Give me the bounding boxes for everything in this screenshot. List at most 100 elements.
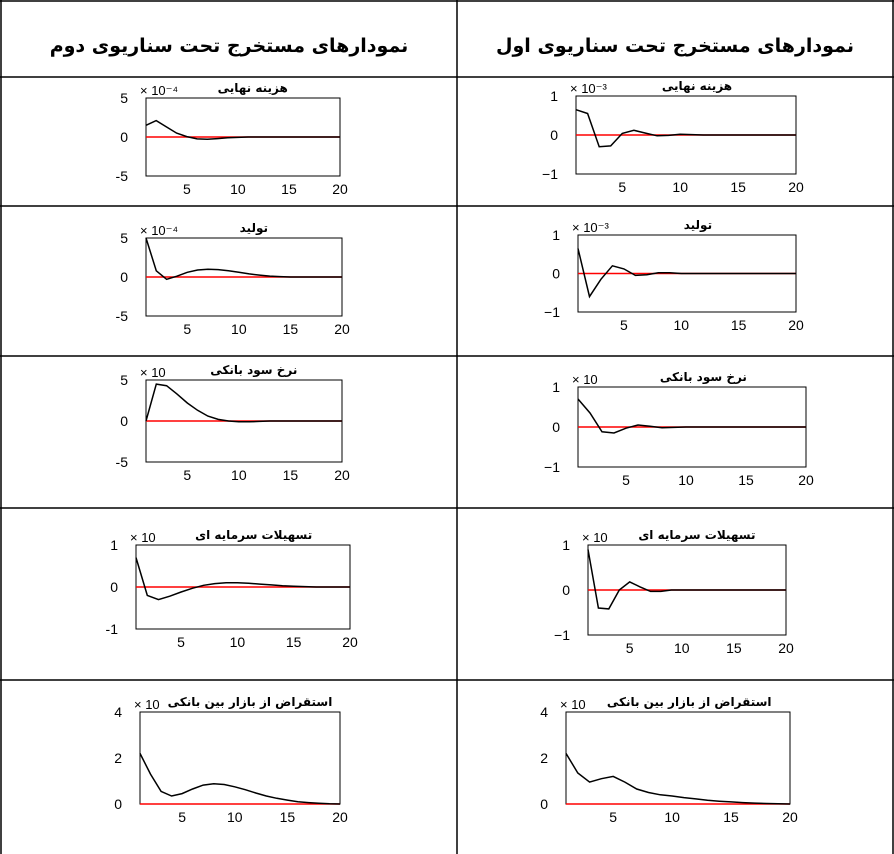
y-tick-label: 0: [120, 413, 128, 429]
chart-title: تولید: [684, 218, 712, 233]
plot-frame: [565, 711, 791, 805]
x-tick-label: 5: [183, 181, 191, 197]
y-tick-label: −1: [554, 627, 570, 643]
chart-1: 10−15 10 15 20× 10⁻³ هزینه نهایی: [542, 79, 804, 195]
y-tick-label: 0: [110, 579, 118, 595]
y-tick-label: 1: [562, 537, 570, 553]
x-tick-label: 10: [673, 317, 689, 333]
series-line: [587, 549, 786, 610]
exponent-label: × 10⁻⁴: [140, 223, 178, 238]
chart-title: تسهیلات سرمایه ای: [638, 528, 755, 542]
x-tick-label: 5: [620, 317, 628, 333]
y-tick-label: 2: [114, 750, 122, 766]
y-tick-label: 0: [114, 796, 122, 812]
x-tick-label: 15: [281, 181, 297, 197]
x-tick-label: 5: [609, 809, 617, 825]
y-tick-label: −1: [542, 166, 558, 182]
x-tick-label: 15: [730, 179, 746, 195]
y-tick-label: -5: [116, 308, 129, 324]
y-tick-label: 0: [562, 582, 570, 598]
chart-title: استقراض از بازار بین بانکی: [168, 695, 333, 709]
series-line: [145, 119, 340, 141]
plot-frame: [139, 711, 341, 805]
series-line: [145, 383, 342, 423]
x-tick-label: 15: [731, 317, 747, 333]
x-tick-label: 5: [618, 179, 626, 195]
chart-8: 10-15 10 15 20× 10 تسهیلات سرمایه ای: [106, 528, 358, 650]
chart-3: 10−15 10 15 20× 10⁻³ تولید: [544, 218, 804, 333]
x-tick-label: 5: [183, 467, 191, 483]
x-tick-label: 20: [798, 472, 814, 488]
x-tick-label: 10: [231, 467, 247, 483]
x-tick-label: 10: [674, 640, 690, 656]
y-tick-label: −1: [544, 459, 560, 475]
exponent-label: × 10⁻⁴: [140, 83, 178, 98]
exponent-label: × 10⁻³: [572, 220, 610, 235]
series-line: [135, 557, 350, 601]
y-tick-label: 0: [120, 269, 128, 285]
y-tick-label: 0: [540, 796, 548, 812]
chart-7: 10−15 10 15 20× 10 تسهیلات سرمایه ای: [554, 528, 794, 656]
series-line: [577, 248, 796, 299]
x-tick-label: 15: [723, 809, 739, 825]
series-line: [577, 398, 806, 434]
x-tick-label: 10: [231, 321, 247, 337]
y-tick-label: -5: [116, 168, 129, 184]
chart-4: 5 0 -5 5 10 15 20 × 10⁻⁴ تولید: [116, 221, 350, 337]
chart-title: تسهیلات سرمایه ای: [195, 528, 312, 542]
y-tick-label: 1: [552, 379, 560, 395]
chart-5: 10−15 10 15 20× 10 نرخ سود بانکی: [544, 370, 814, 488]
chart-title: هزینه نهایی: [662, 79, 732, 93]
x-tick-label: 10: [678, 472, 694, 488]
x-tick-label: 15: [738, 472, 754, 488]
exponent-label: × 10: [134, 697, 160, 712]
x-tick-label: 10: [230, 634, 246, 650]
chart-2: 5 0 -5 5 10 15 20 × 10⁻⁴ هزینه نهایی: [116, 81, 348, 197]
series-line: [145, 237, 342, 281]
x-tick-label: 20: [334, 467, 350, 483]
x-tick-label: 15: [283, 321, 299, 337]
x-tick-label: 20: [342, 634, 358, 650]
chart-title: هزینه نهایی: [218, 81, 288, 95]
y-tick-label: -5: [116, 454, 129, 470]
y-tick-label: 2: [540, 750, 548, 766]
chart-6: 5 0 -5 5 10 15 20 × 10 نرخ سود بانکی: [116, 363, 350, 483]
y-tick-label: 5: [120, 372, 128, 388]
y-tick-label: 0: [550, 127, 558, 143]
x-tick-label: 20: [778, 640, 794, 656]
y-tick-label: 0: [552, 266, 560, 282]
exponent-label: × 10: [582, 530, 608, 545]
y-tick-label: 1: [110, 537, 118, 553]
x-tick-label: 10: [664, 809, 680, 825]
y-tick-label: 4: [540, 704, 548, 720]
x-tick-label: 20: [332, 181, 348, 197]
x-tick-label: 5: [177, 634, 185, 650]
y-tick-label: -1: [106, 621, 119, 637]
header-scenario-1: نمودارهای مستخرج تحت سناریوی اول: [496, 35, 854, 57]
x-tick-label: 5: [183, 321, 191, 337]
y-tick-label: 5: [120, 230, 128, 246]
x-tick-label: 20: [332, 809, 348, 825]
x-tick-label: 10: [230, 181, 246, 197]
x-tick-label: 15: [283, 467, 299, 483]
x-tick-label: 15: [286, 634, 302, 650]
series-line: [139, 753, 341, 805]
x-tick-label: 15: [726, 640, 742, 656]
x-tick-label: 20: [788, 317, 804, 333]
chart-title: تولید: [240, 221, 268, 236]
x-tick-label: 10: [672, 179, 688, 195]
x-tick-label: 20: [788, 179, 804, 195]
y-tick-label: −1: [544, 304, 560, 320]
series-line: [575, 108, 796, 148]
exponent-label: × 10: [560, 697, 586, 712]
y-tick-label: 0: [552, 419, 560, 435]
x-tick-label: 5: [626, 640, 634, 656]
series-line: [565, 753, 791, 805]
x-tick-label: 5: [622, 472, 630, 488]
exponent-label: × 10: [140, 365, 166, 380]
exponent-label: × 10: [572, 372, 598, 387]
